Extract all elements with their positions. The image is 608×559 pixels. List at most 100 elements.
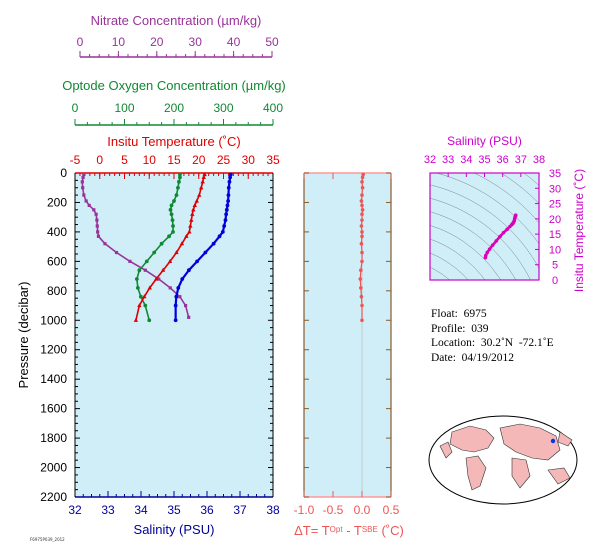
profile-point (184, 303, 188, 308)
profile-line (135, 174, 206, 321)
profile-point (203, 250, 208, 255)
profile-point (137, 303, 142, 308)
ts-point (487, 247, 492, 251)
delta-point (360, 193, 364, 197)
profile-point (167, 258, 173, 263)
profile-point (143, 303, 148, 308)
delta-panel-bg (304, 173, 391, 497)
profile-point (178, 172, 182, 177)
delta-point (358, 277, 363, 281)
profile-point (184, 233, 189, 238)
ts-point (508, 224, 512, 229)
salinity-tick-label: 38 (266, 503, 280, 517)
delta-point (360, 250, 364, 255)
ts-point (494, 239, 499, 243)
delta-axis-title: ΔT= TOpt - TSBE (˚C) (294, 523, 404, 538)
profile-point (171, 230, 175, 234)
profile-point (192, 203, 197, 207)
profile-point (190, 211, 195, 216)
ts-point (485, 250, 490, 255)
pressure-tick-label: 800 (47, 284, 67, 298)
delta-line (359, 174, 364, 321)
salinity-tick-label: 34 (134, 503, 148, 517)
ts-salinity-tick-label: 34 (460, 154, 472, 166)
profile-point (152, 250, 157, 255)
temperature-tick-label: 10 (143, 153, 157, 167)
nitrate-tick-label: 30 (189, 35, 203, 49)
temperature-tick-label: 20 (192, 153, 206, 167)
profile-point (223, 218, 228, 223)
profile-point (159, 241, 164, 246)
pressure-tick-label: 1600 (40, 402, 67, 416)
float-info-block: Float: 6975 Profile: 039 Location: 30.2˚… (431, 307, 554, 365)
ts-salinity-tick-label: 38 (533, 154, 545, 166)
date: Date: 04/19/2012 (431, 351, 515, 364)
delta-point (359, 224, 364, 228)
profile-point (187, 315, 191, 319)
profile-point (187, 229, 192, 234)
profile-point (147, 285, 152, 290)
ts-point (490, 243, 495, 247)
delta-point (360, 218, 364, 222)
temperature-tick-label: 0 (96, 153, 103, 167)
delta-point (360, 175, 365, 180)
nitrate-tick-label: 0 (77, 35, 84, 49)
float-id: Float: 6975 (431, 308, 487, 320)
map-land (439, 441, 453, 459)
profile-point (169, 203, 174, 208)
delta-point (360, 230, 364, 234)
delta-point (359, 286, 363, 290)
oxygen-axis-title: Optode Oxygen Concentration (µm/kg) (62, 78, 286, 93)
temperature-tick-label: 25 (217, 153, 231, 167)
profile-point (217, 234, 222, 239)
profile-point (137, 268, 142, 273)
profile-point (180, 277, 185, 281)
temperature-tick-label: 35 (266, 153, 280, 167)
profile-point (174, 294, 179, 299)
salinity-tick-label: 36 (200, 503, 214, 517)
profile-point (92, 208, 96, 212)
delta-point (359, 241, 364, 246)
profile-point (191, 207, 196, 212)
delta-point (360, 180, 364, 184)
delta-point (359, 199, 364, 203)
ts-temp-tick-label: 0 (552, 275, 558, 287)
oxygen-tick-label: 100 (114, 101, 134, 115)
pressure-tick-label: 1800 (40, 431, 67, 445)
oxygen-tick-label: 400 (263, 101, 283, 115)
map-land (449, 425, 495, 453)
profile-point (81, 175, 85, 180)
pressure-axis-title: Pressure (decibar) (16, 282, 31, 389)
profile-point (220, 230, 225, 234)
profile-point (186, 268, 191, 273)
profile-point (168, 286, 172, 290)
pressure-tick-label: 1000 (40, 313, 67, 327)
delta-point (359, 294, 364, 299)
profile-point (178, 295, 182, 299)
nitrate-tick-label: 40 (227, 35, 241, 49)
profile-point (167, 234, 171, 239)
profile-point (225, 203, 230, 208)
profile-id: Profile: 039 (431, 322, 489, 335)
pressure-tick-label: 0 (60, 166, 67, 180)
profile-point (211, 241, 216, 246)
delta-point (359, 268, 363, 273)
delta-axis-title-part: ΔT= T (294, 523, 330, 538)
ts-temp-tick-label: 15 (549, 229, 561, 241)
profile-point (144, 259, 149, 264)
profile-point (226, 185, 231, 190)
profile-point (82, 172, 86, 177)
delta-point (360, 203, 364, 208)
profile-point (200, 179, 205, 184)
pressure-tick-label: 2000 (40, 461, 67, 475)
profile-line (136, 174, 181, 321)
profile-point (173, 303, 178, 308)
delta-axis-title-part: SBE (362, 525, 378, 534)
profile-point (82, 193, 86, 197)
profile-point (195, 259, 200, 264)
profile-point (171, 224, 175, 228)
ts-temp-tick-label: 10 (549, 244, 561, 256)
profile-point (224, 212, 229, 217)
profile-point (135, 285, 140, 290)
